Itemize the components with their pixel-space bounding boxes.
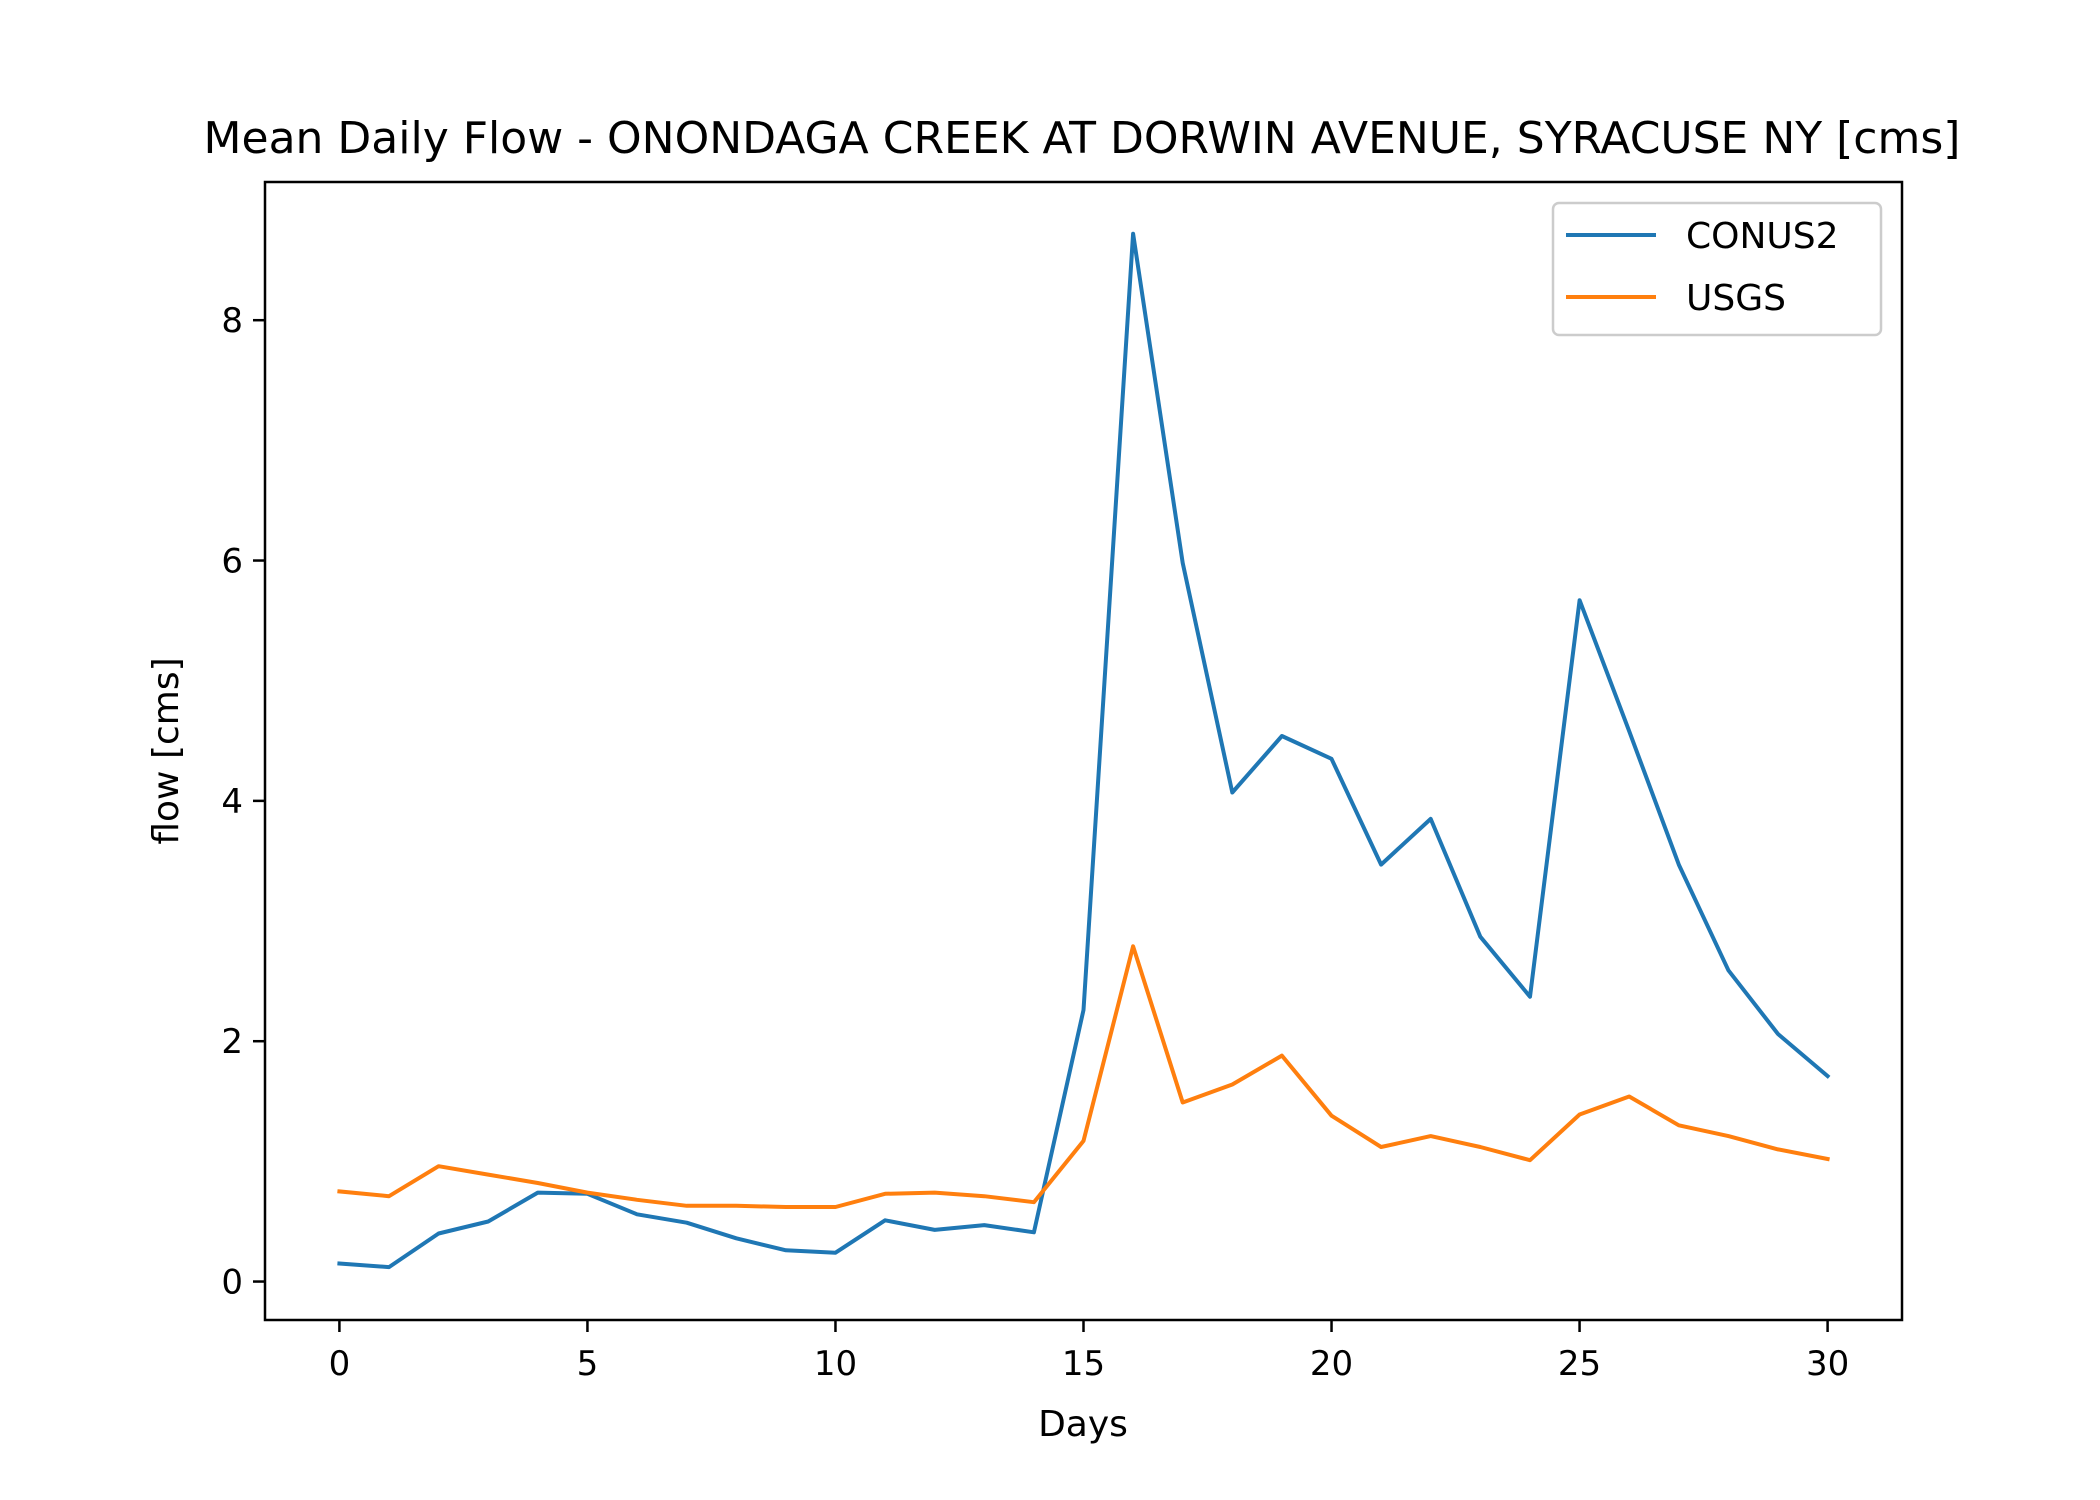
y-axis-label: flow [cms] bbox=[146, 657, 187, 844]
plot-frame bbox=[263, 180, 1904, 1322]
plot-area bbox=[263, 180, 1904, 1322]
x-tick-label: 10 bbox=[814, 1344, 857, 1384]
x-axis-label: Days bbox=[1038, 1404, 1128, 1445]
x-tick-label: 5 bbox=[577, 1344, 599, 1384]
legend: CONUS2 USGS bbox=[1551, 201, 1883, 337]
y-tick-label: 6 bbox=[221, 542, 243, 582]
x-axis-ticks: 0 5 10 15 20 25 30 bbox=[329, 1320, 1849, 1384]
legend-label-conus2: CONUS2 bbox=[1686, 216, 1839, 257]
x-tick-label: 15 bbox=[1062, 1344, 1105, 1384]
x-tick-label: 30 bbox=[1806, 1344, 1849, 1384]
series-line-usgs bbox=[337, 944, 1830, 1209]
y-axis-ticks: 0 2 4 6 8 bbox=[221, 301, 265, 1303]
x-tick-label: 25 bbox=[1558, 1344, 1601, 1384]
y-tick-label: 0 bbox=[221, 1263, 243, 1303]
x-tick-label: 20 bbox=[1310, 1344, 1353, 1384]
series-line-conus2 bbox=[337, 231, 1831, 1270]
y-tick-label: 4 bbox=[221, 782, 243, 822]
chart-title: Mean Daily Flow - ONONDAGA CREEK AT DORW… bbox=[204, 113, 1961, 164]
y-tick-label: 2 bbox=[221, 1022, 243, 1062]
x-tick-label: 0 bbox=[329, 1344, 351, 1384]
y-tick-label: 8 bbox=[221, 301, 243, 341]
series-layer bbox=[337, 231, 1831, 1270]
legend-label-usgs: USGS bbox=[1686, 278, 1786, 319]
